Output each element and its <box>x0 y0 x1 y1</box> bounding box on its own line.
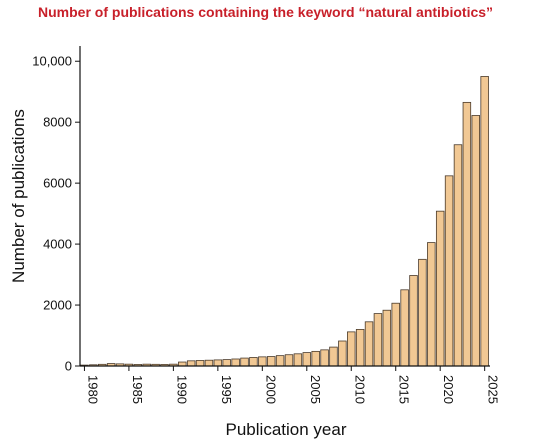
bar-2017 <box>409 275 418 367</box>
chart-title: Number of publications containing the ke… <box>38 4 493 20</box>
x-axis-label: Publication year <box>226 420 347 439</box>
x-tick-label: 1990 <box>174 375 189 404</box>
bar-2005 <box>302 352 312 367</box>
y-tick-label: 6000 <box>43 176 72 191</box>
bars <box>80 76 489 367</box>
bar-2015 <box>391 302 400 367</box>
x-tick-label: 2020 <box>441 375 456 404</box>
x-tick-label: 2005 <box>308 375 323 404</box>
y-axis-label: Number of publications <box>9 109 28 283</box>
bar-2016 <box>400 289 409 367</box>
bar-2003 <box>284 354 294 367</box>
bar-2014 <box>382 309 392 367</box>
bar-1999 <box>249 357 258 367</box>
bar-2007 <box>320 349 329 367</box>
x-tick-label: 2015 <box>397 375 412 404</box>
bar-2022 <box>453 144 463 367</box>
bar-1994 <box>204 359 214 367</box>
bar-2023 <box>462 101 472 367</box>
bar-2013 <box>373 313 383 367</box>
bar-1998 <box>240 357 249 367</box>
bar-1996 <box>222 359 231 367</box>
y-tick-label: 0 <box>65 359 72 374</box>
bar-2001 <box>266 356 276 367</box>
bar-2025 <box>480 76 489 367</box>
y-tick-label: 10,000 <box>32 54 72 69</box>
bar-1993 <box>195 360 205 367</box>
bar-2008 <box>329 346 338 367</box>
y-tick-label: 2000 <box>43 298 72 313</box>
bar-2021 <box>444 175 454 367</box>
bar-1992 <box>186 360 196 367</box>
y-tick-label: 4000 <box>43 237 72 252</box>
x-tick-label: 1980 <box>85 375 100 404</box>
bar-2004 <box>293 353 303 367</box>
bar-2024 <box>471 115 481 367</box>
x-ticks: 1980 1985 1990 1995 2000 2005 2010 2015 2020 2025 <box>83 366 501 404</box>
y-ticks: 0 2000 4000 6000 8000 10,000 <box>32 54 80 374</box>
y-tick-label: 8000 <box>43 115 72 130</box>
bar-2009 <box>338 340 347 367</box>
bar-2000 <box>258 356 267 367</box>
x-tick-label: 2010 <box>352 375 367 404</box>
bar-2018 <box>418 258 427 367</box>
bar-2002 <box>275 355 285 367</box>
bar-2012 <box>364 321 374 367</box>
bar-2020 <box>435 210 445 367</box>
x-tick-label: 1985 <box>130 375 145 404</box>
x-tick-label: 1995 <box>219 375 234 404</box>
bar-2010 <box>347 331 356 367</box>
bar-2019 <box>427 242 436 367</box>
bar-2011 <box>355 329 365 367</box>
x-tick-label: 2025 <box>486 375 501 404</box>
bar-1995 <box>213 359 223 367</box>
bar-2006 <box>311 350 320 367</box>
x-tick-label: 2000 <box>263 375 278 404</box>
bar-1997 <box>231 358 240 367</box>
